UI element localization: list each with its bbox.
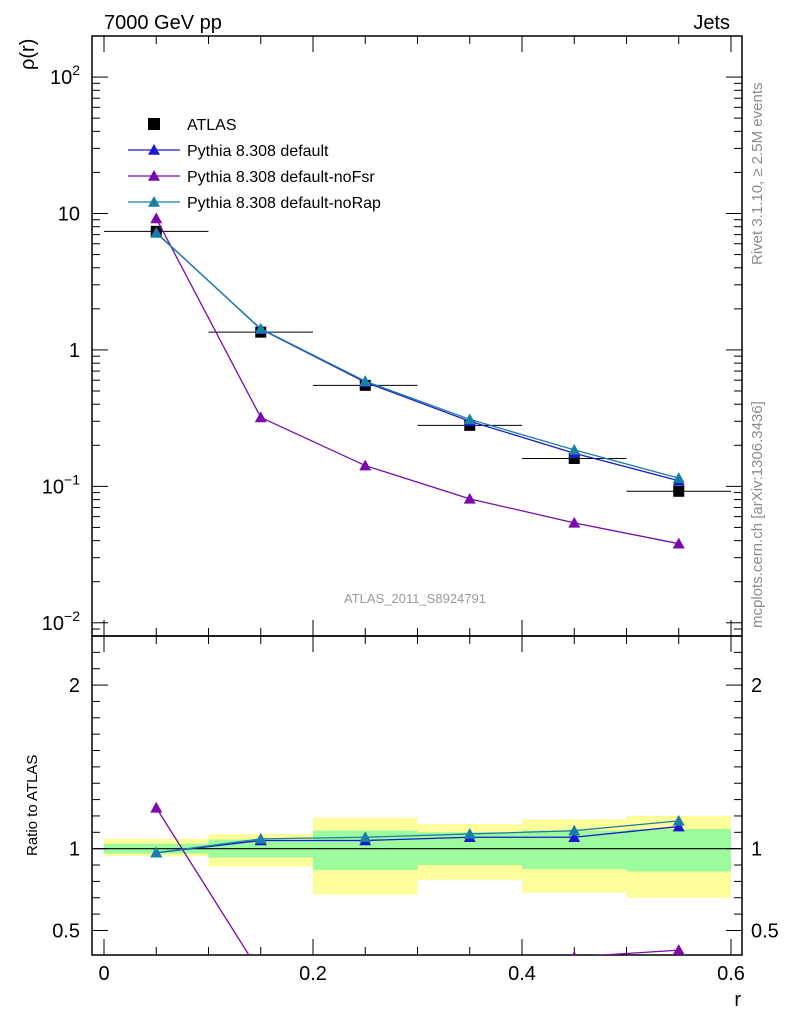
ratio-marker-0 [672,820,685,832]
ratio-marker-1 [255,968,267,979]
ratio-panel-frame [91,635,743,956]
ratio-marker-2 [254,832,267,844]
mcplots-label: mcplots.cern.ch [arXiv:1306.3436] [749,401,766,628]
series-marker-3 [672,472,685,483]
y-tick-label-base: 10 [50,67,72,89]
legend-marker-triangle [148,170,160,181]
ratio-line-2 [156,820,679,854]
ratio-marker-1 [359,964,371,975]
y-tick-label-exponent: −2 [64,608,80,624]
ratio-data-layer [150,801,685,979]
ratio-y-tick-label: 2 [69,675,80,697]
y-tick-label: 10 [58,203,80,225]
ratio-axis-ticks: 0.5 0.5 1 1 2 2 0 0.2 0.4 0.6 [52,636,779,985]
ratio-marker-1 [672,944,685,955]
x-tick-label: 0 [98,963,109,985]
series-marker-2 [359,459,372,471]
atlas-data-point [673,485,685,497]
ratio-marker-2 [463,827,476,839]
y-tick-label-exponent: 2 [72,62,80,78]
x-axis-title: r [734,989,741,1011]
series-marker-2 [463,492,476,504]
atlas-data-point [568,453,580,465]
header-right: Jets [693,12,730,34]
ratio-marker-0 [568,831,581,843]
main-y-axis-title: ρ(r) [17,39,39,70]
series-marker-2 [672,537,685,549]
y-tick-label-base: 10 [58,203,80,225]
ratio-y-tick-label-right: 2 [751,675,762,697]
ratio-y-tick-label-right: 0.5 [751,920,779,942]
legend-label: Pythia 8.308 default-noFsr [187,169,375,186]
legend: ATLAS Pythia 8.308 default Pythia 8.308 de… [128,117,381,212]
ratio-marker-2 [150,846,163,858]
y-tick-label-base: 10 [42,476,64,498]
series-marker-3 [359,375,372,386]
x-tick-label: 0.2 [299,963,327,985]
series-line-1 [155,232,679,482]
ratio-band-inner [626,829,731,872]
y-tick-label: 102 [50,62,80,89]
y-tick-label-exponent: −1 [64,471,80,487]
series-marker-3 [463,413,476,425]
series-marker-2 [150,212,163,224]
ratio-marker-2 [359,831,372,843]
ratio-y-tick-label: 1 [69,839,80,861]
series-marker-2 [254,411,267,423]
y-tick-label: 10−1 [42,471,80,498]
y-tick-label: 10−2 [42,608,80,635]
series-marker-3 [254,322,267,334]
series-marker-2 [568,516,581,528]
series-line-3 [155,232,679,479]
analysis-label: ATLAS_2011_S8924791 [344,591,486,606]
series-marker-3 [568,443,581,455]
main-data-layer [104,212,731,549]
ratio-y-tick-label-right: 1 [751,839,762,861]
y-tick-label-base: 10 [42,613,64,635]
ratio-uncertainty-bands [104,815,731,898]
series-line-2 [155,218,679,545]
legend-label: ATLAS [187,117,237,134]
ratio-marker-1 [150,801,163,813]
ratio-marker-1 [464,959,476,970]
rivet-label: Rivet 3.1.10, ≥ 2.5M events [749,83,766,266]
ratio-line-1 [155,807,679,955]
y-tick-label-base: 1 [69,340,80,362]
header-left: 7000 GeV pp [104,12,222,34]
legend-marker-triangle [148,144,160,155]
x-tick-label: 0.6 [717,963,745,985]
legend-marker-triangle [148,196,160,207]
ratio-y-tick-label: 0.5 [52,920,80,942]
x-tick-label: 0.4 [508,963,536,985]
y-tick-label: 1 [69,340,80,362]
ratio-y-axis-title: Ratio to ATLAS [24,755,41,856]
ratio-marker-2 [568,824,581,836]
ratio-marker-1 [572,950,577,955]
legend-marker-atlas [148,118,160,130]
ratio-marker-2 [672,814,685,826]
series-marker-3 [150,226,163,238]
ratio-line-0 [156,825,679,854]
legend-label: Pythia 8.308 default-noRap [187,195,381,212]
legend-label: Pythia 8.308 default [187,143,329,160]
